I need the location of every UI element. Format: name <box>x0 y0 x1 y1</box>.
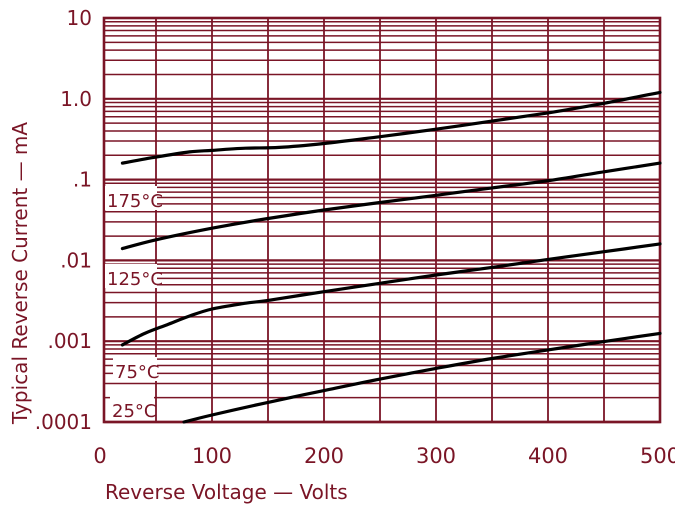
x-tick-label: 0 <box>93 444 106 468</box>
y-tick-label: 1.0 <box>60 87 92 111</box>
x-axis-label: Reverse Voltage — Volts <box>105 480 348 504</box>
series-line <box>120 90 662 165</box>
x-tick-label: 300 <box>416 444 456 468</box>
series-label-box <box>113 357 157 381</box>
plot-frame <box>102 16 662 424</box>
series-line <box>182 331 662 424</box>
x-tick-label: 200 <box>304 444 344 468</box>
y-tick-label: 10 <box>67 6 92 30</box>
series-line <box>120 161 662 251</box>
y-tick-label: .0001 <box>35 410 92 434</box>
x-tick-label: 500 <box>640 444 675 468</box>
series-label: 125°C <box>107 269 163 290</box>
series-label-box <box>110 396 154 420</box>
y-tick-label: .001 <box>47 329 92 353</box>
y-tick-label: .1 <box>73 168 92 192</box>
chart-series <box>120 90 662 424</box>
x-tick-label: 100 <box>192 444 232 468</box>
chart-grid <box>102 16 662 424</box>
tick-labels: 0 100 200 300 400 500 10 1.0 .1 .01 .001 .0001 <box>35 6 675 468</box>
y-axis-label: Typical Reverse Current — mA <box>8 122 32 425</box>
series-label: 75°C <box>115 362 159 383</box>
x-tick-label: 400 <box>528 444 568 468</box>
series-label-box <box>105 186 157 210</box>
y-tick-label: .01 <box>60 248 92 272</box>
series-labels: 175°C 125°C 75°C 25°C <box>105 186 163 422</box>
series-line <box>120 242 662 347</box>
series-label: 25°C <box>112 401 156 422</box>
series-label: 175°C <box>107 191 163 212</box>
series-label-box <box>105 264 157 288</box>
